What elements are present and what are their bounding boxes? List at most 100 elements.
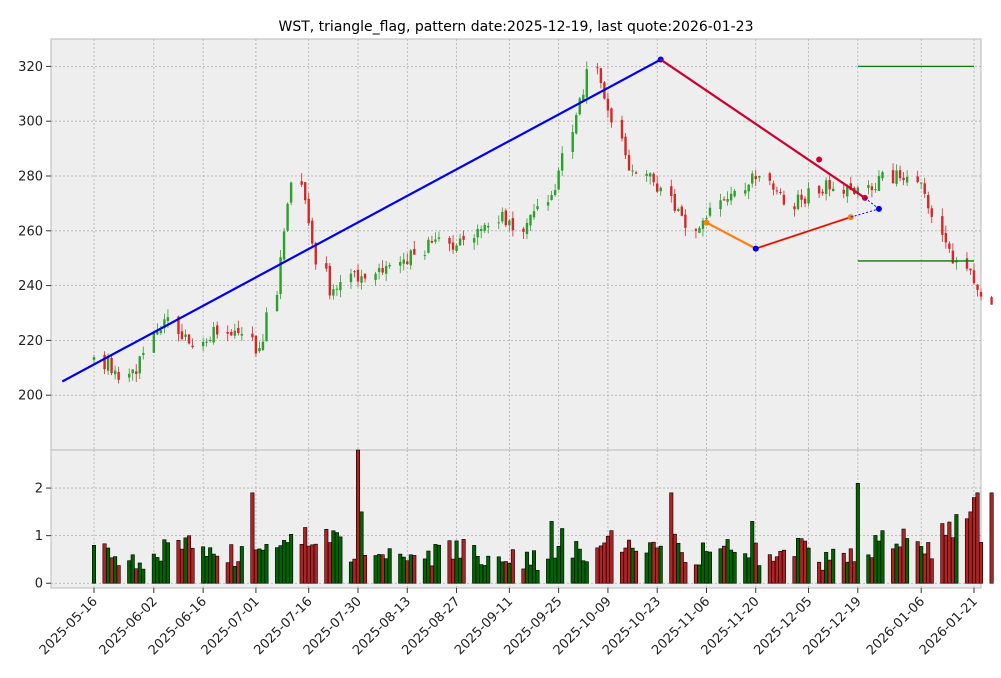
volume-bar xyxy=(310,544,315,584)
volume-bar xyxy=(841,552,846,584)
candle-body xyxy=(856,187,860,194)
candle-body xyxy=(684,214,687,228)
volume-bar xyxy=(845,561,850,584)
volume-bar xyxy=(869,557,874,584)
volume-bar xyxy=(447,540,452,584)
candle-body xyxy=(719,200,722,210)
candle-body xyxy=(832,188,835,191)
volume-bar xyxy=(412,555,417,584)
volume-bar xyxy=(180,548,185,584)
volume-bar xyxy=(211,553,216,584)
volume-bar xyxy=(605,535,610,584)
candle-body xyxy=(951,250,955,264)
candle-body xyxy=(110,358,113,374)
candle-body xyxy=(451,242,455,250)
candle-body xyxy=(275,294,279,312)
volume-bar xyxy=(609,530,614,584)
volume-bar xyxy=(954,514,959,584)
candle-body xyxy=(201,341,205,347)
y-tick-label: 300 xyxy=(18,115,43,130)
volume-bar xyxy=(743,553,748,584)
volume-bar xyxy=(338,536,343,584)
candle-body xyxy=(596,67,599,69)
volume-bar xyxy=(405,560,410,584)
candle-body xyxy=(659,187,662,192)
candle-body xyxy=(522,228,525,232)
volume-bar xyxy=(693,564,698,584)
volume-bar xyxy=(260,549,265,584)
candle-body xyxy=(314,242,317,265)
candle-body xyxy=(388,264,391,267)
candle-body xyxy=(128,373,131,378)
volume-bar xyxy=(528,564,533,584)
candle-body xyxy=(624,136,627,156)
candle-body xyxy=(898,170,902,179)
pattern-lower-overlay xyxy=(755,216,851,250)
candle-body xyxy=(409,250,412,266)
volume-bar xyxy=(729,549,734,584)
volume-bar xyxy=(531,550,536,584)
candle-body xyxy=(135,371,138,374)
volume-bar xyxy=(669,492,674,584)
candle-body xyxy=(948,243,951,249)
volume-bar xyxy=(229,544,234,584)
volume-bar xyxy=(500,561,505,584)
candle-body xyxy=(501,211,504,222)
volume-bar xyxy=(771,560,776,584)
volume-bar xyxy=(979,542,984,584)
volume-bar xyxy=(679,552,684,584)
pattern-lower-point xyxy=(752,245,759,252)
candle-body xyxy=(828,179,831,190)
candle-body xyxy=(768,173,772,181)
volume-bar xyxy=(401,556,406,584)
y-tick-label: 0 xyxy=(35,577,43,592)
volume-bar xyxy=(436,544,441,584)
volume-bar xyxy=(334,532,339,584)
volume-bar xyxy=(922,553,927,584)
candle-body xyxy=(744,190,747,194)
volume-bar xyxy=(774,556,779,584)
y-tick-label: 280 xyxy=(18,170,43,185)
candle-body xyxy=(177,316,180,334)
candle-body xyxy=(258,348,261,352)
volume-bar xyxy=(852,561,857,584)
candle-body xyxy=(772,183,775,190)
volume-bar xyxy=(510,549,515,584)
candle-body xyxy=(374,273,377,280)
candle-body xyxy=(349,273,353,283)
candle-body xyxy=(705,218,708,220)
volume-bar xyxy=(781,549,786,584)
candle-body xyxy=(208,339,212,341)
volume-bar xyxy=(975,492,980,584)
candle-body xyxy=(448,237,451,244)
y-tick-label: 320 xyxy=(18,60,43,75)
volume-bar xyxy=(377,554,382,584)
volume-bar xyxy=(102,543,107,584)
volume-bar xyxy=(155,557,160,584)
volume-bar xyxy=(792,556,797,584)
candle-body xyxy=(698,227,701,233)
candle-body xyxy=(180,331,184,339)
candle-body xyxy=(413,248,416,255)
y-tick-label: 260 xyxy=(18,224,43,239)
volume-bar xyxy=(577,548,582,584)
candle-body xyxy=(230,331,233,336)
volume-bar xyxy=(141,568,146,584)
volume-bar xyxy=(352,558,357,584)
candle-body xyxy=(620,119,624,139)
candle-body xyxy=(782,194,786,205)
candle-body xyxy=(979,292,983,297)
volume-panel: 0 1 2 xyxy=(35,449,994,592)
candle-body xyxy=(304,182,307,201)
candle-body xyxy=(233,330,236,336)
candle-body xyxy=(532,211,536,218)
volume-bar xyxy=(795,537,800,584)
volume-bar xyxy=(313,543,318,584)
candle-body xyxy=(525,223,529,235)
candle-body xyxy=(226,331,229,334)
volume-bar xyxy=(570,557,575,584)
volume-bar xyxy=(201,546,206,584)
volume-bar xyxy=(627,539,632,584)
candle-body xyxy=(163,319,166,329)
